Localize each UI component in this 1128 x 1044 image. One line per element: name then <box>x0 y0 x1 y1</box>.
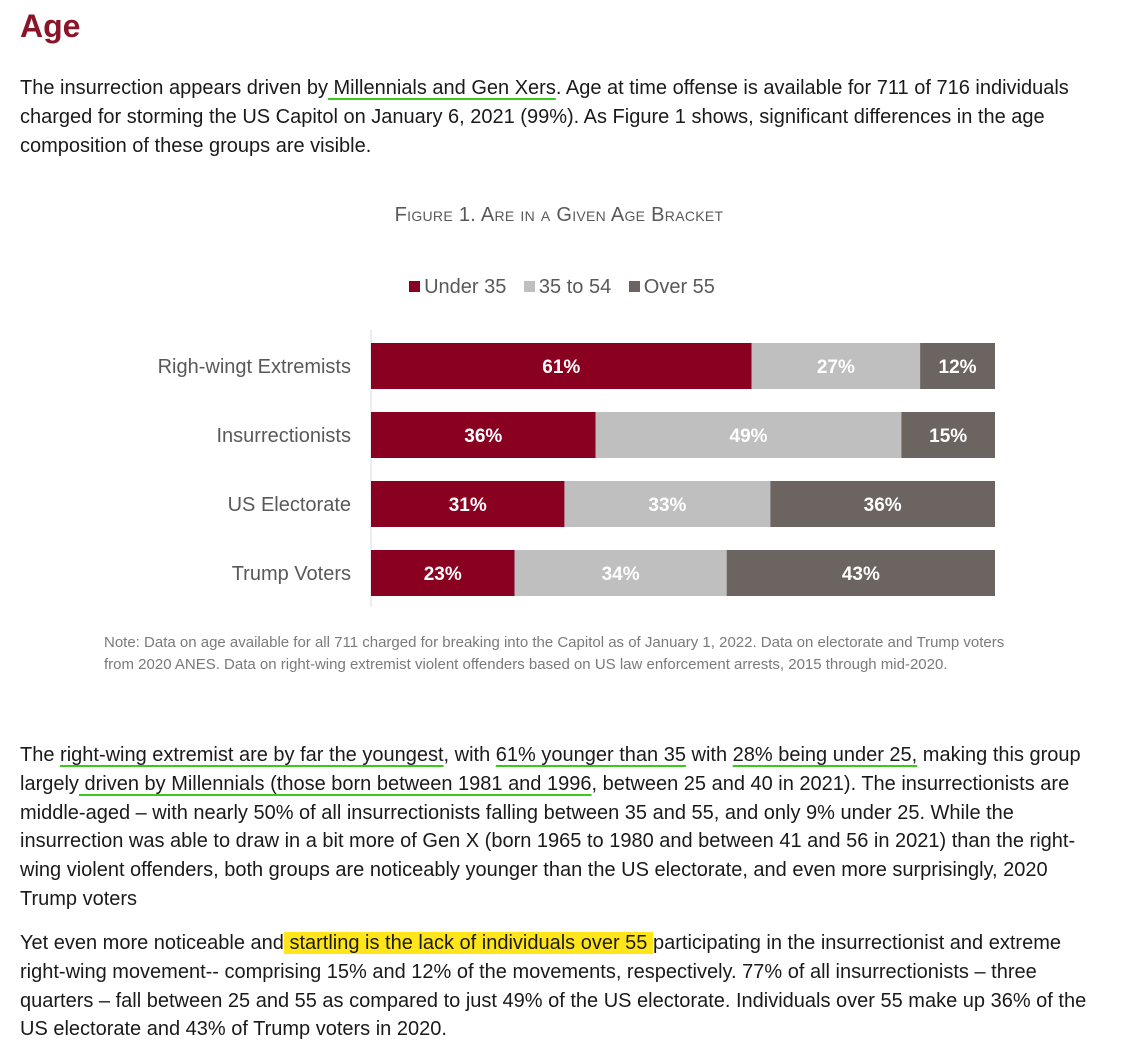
category-label: Righ-wingt Extremists <box>158 356 351 378</box>
p2-underline-4: driven by Millennials (those born betwee… <box>78 772 592 795</box>
bar-segment <box>371 343 752 389</box>
p2-underline-3: 28% being under 25, <box>732 744 918 766</box>
p2-underline-2: 61% younger than 35 <box>495 744 686 766</box>
category-label: Trump Voters <box>232 563 351 585</box>
chart-legend: Under 35 35 to 54 Over 55 <box>0 276 1124 299</box>
data-label: 15% <box>929 426 967 447</box>
data-label: 31% <box>449 495 487 516</box>
bar-segment <box>901 412 995 458</box>
section-heading: Age <box>20 8 81 44</box>
data-label: 36% <box>464 426 502 447</box>
data-label: 43% <box>842 564 880 585</box>
bar-segment <box>371 412 596 458</box>
bar-segment <box>371 550 515 596</box>
legend-swatch <box>523 281 535 292</box>
legend-swatch <box>409 281 421 292</box>
intro-underline-1: Millennials and Gen Xers <box>327 77 556 99</box>
legend-item-35-to-54: 35 to 54 <box>523 276 612 299</box>
stacked-bar-chart: Righ-wingt Extremists 61% 27% 12% Insurrecti… <box>158 330 995 607</box>
data-label: 33% <box>648 495 686 516</box>
legend-swatch <box>628 281 640 292</box>
category-label: Insurrectionists <box>217 425 352 447</box>
legend-label: 35 to 54 <box>538 276 612 298</box>
data-label: 36% <box>864 495 902 516</box>
p2-text-1: The <box>20 744 61 766</box>
bar-segment <box>564 481 771 527</box>
data-label: 12% <box>939 357 977 378</box>
body-paragraph-2: The right-wing extremist are by far the … <box>20 741 1100 914</box>
legend-label: Over 55 <box>643 276 715 298</box>
p2-text-5: , between 25 and 40 in 2021). The insurr… <box>20 772 1076 910</box>
category-label: US Electorate <box>228 494 351 516</box>
bar-segment <box>751 343 921 389</box>
bar-segment <box>726 550 995 596</box>
bar-segment <box>371 481 565 527</box>
p2-underline-1: right-wing extremist are by far the youn… <box>60 744 444 766</box>
p2-text-4: making this group largely <box>20 744 1081 795</box>
intro-text-1: The insurrection appears driven by <box>20 77 328 99</box>
legend-item-under-35: Under 35 <box>409 276 506 299</box>
bar-segment <box>770 481 995 527</box>
legend-item-over-55: Over 55 <box>628 276 715 299</box>
p3-highlight-1: startling is the lack of individuals ove… <box>283 932 653 954</box>
data-label: 27% <box>817 357 855 378</box>
p3-text-1: Yet even more noticeable and <box>20 932 284 954</box>
figure-note: Note: Data on age available for all 711 … <box>104 634 1005 673</box>
legend-label: Under 35 <box>424 276 507 298</box>
bar-segment <box>595 412 902 458</box>
data-label: 61% <box>542 357 580 378</box>
p2-text-2: , with <box>443 744 496 766</box>
p3-text-2: participating in the insurrectionist and… <box>20 932 1087 1041</box>
data-label: 23% <box>424 564 462 585</box>
figure-title: Figure 1. Are in a Given Age Bracket <box>394 204 724 226</box>
intro-text-2: . Age at time offense is available for 7… <box>20 77 1069 157</box>
p2-text-3: with <box>685 744 733 766</box>
data-label: 34% <box>602 564 640 585</box>
bar-segment <box>920 343 995 389</box>
data-label: 49% <box>730 426 768 447</box>
intro-paragraph: The insurrection appears driven by Mille… <box>20 74 1100 160</box>
bar-segment <box>514 550 727 596</box>
body-paragraph-3: Yet even more noticeable and startling i… <box>20 929 1100 1044</box>
